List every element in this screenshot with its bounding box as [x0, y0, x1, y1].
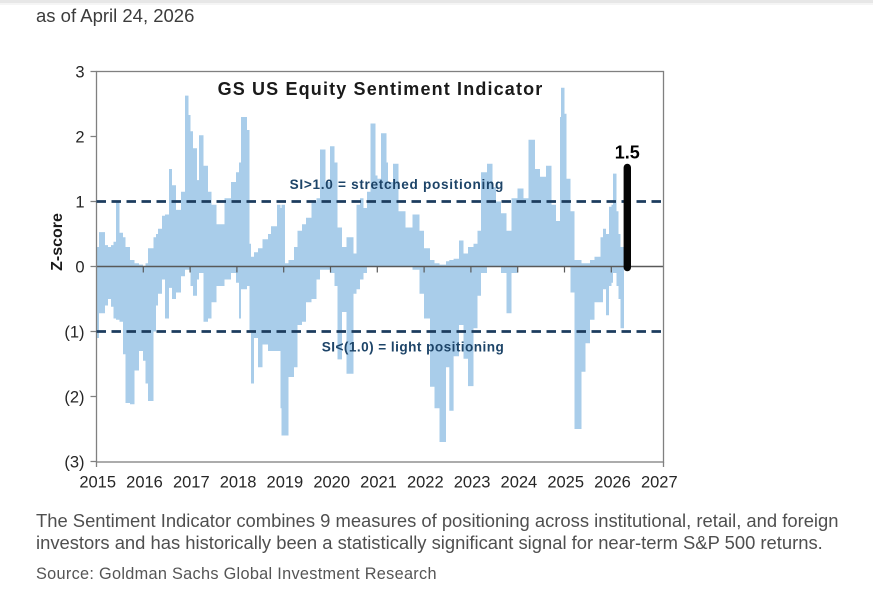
svg-text:SI>1.0 = stretched positioning: SI>1.0 = stretched positioning: [290, 177, 504, 192]
svg-text:2025: 2025: [547, 474, 584, 492]
svg-text:(1): (1): [64, 324, 84, 342]
svg-text:Z-score: Z-score: [49, 213, 66, 271]
svg-text:SI<(1.0) = light positioning: SI<(1.0) = light positioning: [322, 340, 505, 355]
svg-text:1.5: 1.5: [615, 143, 640, 163]
svg-text:2016: 2016: [126, 474, 163, 492]
svg-text:2015: 2015: [79, 474, 116, 492]
svg-text:2024: 2024: [501, 474, 538, 492]
svg-text:1: 1: [75, 194, 84, 212]
svg-text:2018: 2018: [220, 474, 257, 492]
svg-text:2023: 2023: [454, 474, 491, 492]
svg-text:2022: 2022: [407, 474, 444, 492]
svg-text:2021: 2021: [360, 474, 397, 492]
svg-text:2020: 2020: [313, 474, 350, 492]
svg-text:2026: 2026: [594, 474, 631, 492]
svg-text:(2): (2): [64, 389, 84, 407]
svg-text:2019: 2019: [267, 474, 304, 492]
svg-text:(3): (3): [64, 454, 84, 472]
svg-text:2027: 2027: [641, 474, 678, 492]
svg-text:GS US Equity Sentiment Indica: GS US Equity Sentiment Indicator: [218, 79, 544, 99]
svg-text:2: 2: [75, 129, 84, 147]
svg-text:0: 0: [75, 259, 84, 277]
svg-text:3: 3: [75, 64, 84, 82]
svg-text:2017: 2017: [173, 474, 210, 492]
